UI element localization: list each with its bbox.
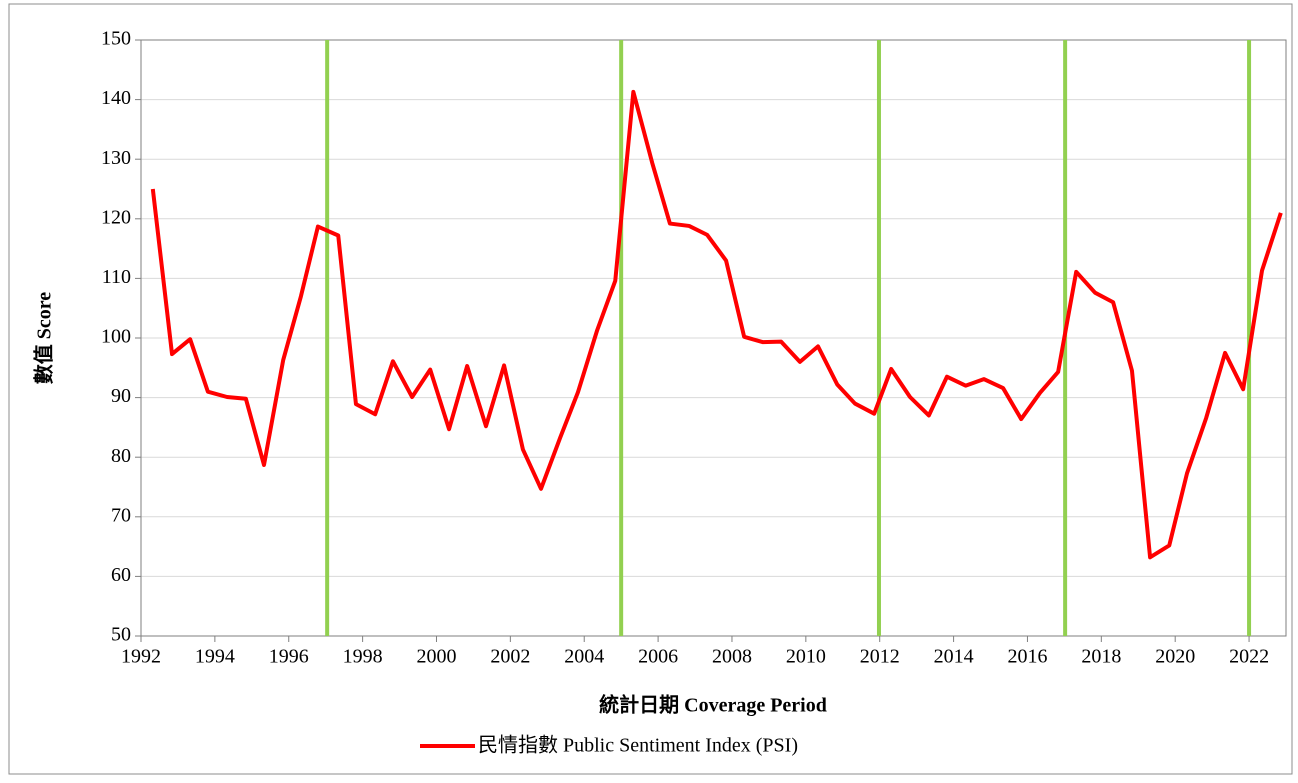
y-tick-label: 110 (102, 266, 131, 288)
x-tick-label: 1992 (121, 646, 161, 668)
y-tick-label: 80 (111, 445, 131, 467)
x-tick-label: 2018 (1081, 646, 1121, 668)
x-tick-label: 2002 (490, 646, 530, 668)
x-tick-label: 2008 (712, 646, 752, 668)
y-axis-label: 數值 Score (32, 292, 56, 385)
x-tick-label: 2022 (1229, 646, 1269, 668)
x-tick-label: 2012 (860, 646, 900, 668)
x-axis-label: 統計日期 Coverage Period (599, 693, 827, 717)
x-tick-label: 2000 (416, 646, 456, 668)
y-tick-label: 70 (111, 504, 131, 526)
x-tick-label: 2016 (1007, 646, 1047, 668)
data-line (150, 89, 1283, 560)
y-tick-label: 100 (101, 326, 131, 348)
chart-border (8, 3, 1293, 775)
x-tick-label: 2004 (564, 646, 604, 668)
x-tick-label: 1994 (195, 646, 235, 668)
plot-frame (140, 39, 1287, 637)
y-tick-label: 60 (111, 564, 131, 586)
x-tick-label: 2010 (786, 646, 826, 668)
x-tick-label: 2020 (1155, 646, 1195, 668)
x-tick-label: 2006 (638, 646, 678, 668)
y-tick-label: 130 (101, 147, 131, 169)
y-tick-label: 140 (101, 87, 131, 109)
y-tick-label: 150 (101, 28, 131, 50)
x-tick-label: 1996 (269, 646, 309, 668)
legend-label: 民情指數 Public Sentiment Index (PSI) (478, 734, 798, 757)
y-tick-label: 120 (101, 206, 131, 228)
y-tick-label: 50 (111, 624, 131, 646)
x-tick-label: 2014 (934, 646, 974, 668)
x-tick-label: 1998 (343, 646, 383, 668)
y-tick-label: 90 (111, 385, 131, 407)
